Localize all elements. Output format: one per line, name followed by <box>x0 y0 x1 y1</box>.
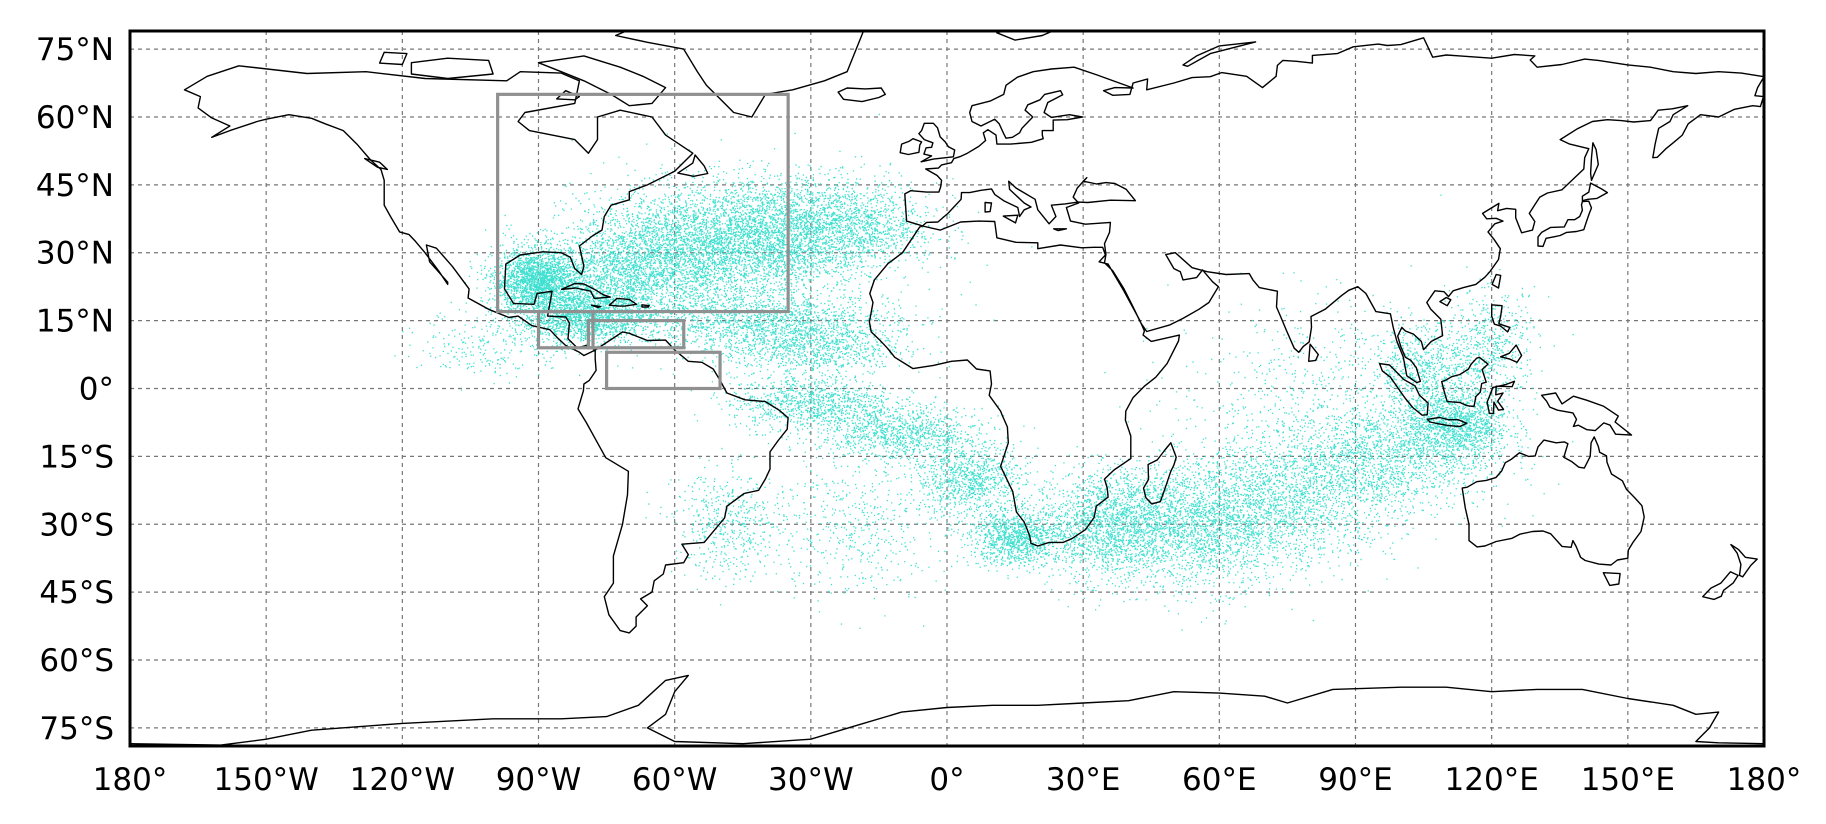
coastline-sri-lanka <box>1307 343 1320 362</box>
coastline-iceland <box>837 87 886 103</box>
latitude-label: 15°N <box>36 304 114 340</box>
coastline-puerto-rico <box>641 304 650 308</box>
longitude-label: 180° <box>1727 762 1802 798</box>
coastline-madagascar <box>1142 442 1177 505</box>
coastline-hokkaido <box>1581 182 1609 202</box>
coastline-mindanao <box>1499 344 1523 363</box>
coastline-britain <box>918 122 956 163</box>
coastlines <box>130 31 1764 746</box>
longitude-label: 0° <box>929 762 964 798</box>
latitude-label: 15°S <box>39 439 114 475</box>
latitude-label: 0° <box>79 372 114 408</box>
latitude-label: 30°N <box>36 236 114 272</box>
region-box-2 <box>536 309 595 350</box>
region-boxes <box>496 92 790 391</box>
coastline-philippines <box>1490 304 1511 333</box>
coastline-novaya-zemlya <box>1182 41 1257 68</box>
longitude-label: 150°W <box>214 762 319 798</box>
coastline-svalbard <box>996 31 1055 41</box>
coastline-hispaniola <box>608 297 638 307</box>
coastline-sardinia <box>984 201 993 213</box>
region-box-3 <box>586 319 686 350</box>
coastline-victoria-island <box>410 57 494 80</box>
coastline-taiwan <box>1491 273 1502 289</box>
longitude-label: 90°W <box>496 762 582 798</box>
coastline-java <box>1426 416 1468 428</box>
coastline-newfoundland <box>677 154 709 178</box>
longitude-label: 120°W <box>350 762 455 798</box>
coastline-vancouver-island <box>364 157 389 171</box>
latitude-label: 45°N <box>36 168 114 204</box>
coastline-new-zealand-north <box>1730 543 1758 578</box>
coastline-borneo <box>1440 356 1489 408</box>
coastline-greenland <box>615 31 865 118</box>
coastline-new-zealand-south <box>1701 571 1739 601</box>
longitude-labels: 180° 150°W 120°W 90°W 60°W 30°W 0° 30°E 60°E 90°E… <box>93 762 1802 798</box>
coastline-north-america <box>183 65 694 357</box>
region-box-1 <box>496 92 790 314</box>
latitude-label: 45°S <box>39 575 114 611</box>
coastline-jamaica <box>590 304 602 309</box>
longitude-label: 90°E <box>1318 762 1393 798</box>
coastline-new-guinea <box>1540 392 1633 436</box>
longitude-label: 60°W <box>632 762 718 798</box>
coastline-hainan <box>1439 296 1452 307</box>
latitude-label: 75°N <box>36 32 114 68</box>
longitude-label: 150°E <box>1581 762 1675 798</box>
latitude-labels: 75°N 60°N 45°N 30°N 15°N 0° 15°S 30°S 45°S 60°S 75… <box>36 32 114 747</box>
coastline-sakhalin <box>1589 142 1600 182</box>
latitude-label: 75°S <box>39 711 114 747</box>
coastline-sicily <box>1002 214 1019 224</box>
coastline-australia <box>1461 436 1645 566</box>
longitude-label: 30°E <box>1046 762 1121 798</box>
longitude-label: 30°W <box>768 762 854 798</box>
latitude-label: 60°S <box>39 643 114 679</box>
latitude-label: 60°N <box>36 100 114 136</box>
coastline-cuba <box>560 282 611 300</box>
longitude-label: 180° <box>93 762 168 798</box>
region-box-4 <box>604 350 722 391</box>
coastline-antarctica <box>130 674 1764 746</box>
coastline-sumatra <box>1378 362 1429 416</box>
coastline-crete <box>1052 228 1068 232</box>
coastline-south-america <box>577 331 789 634</box>
coastline-eurasia-africa <box>868 37 1764 547</box>
coastline-ireland <box>899 137 923 156</box>
longitude-label: 60°E <box>1182 762 1257 798</box>
coastline-tasmania <box>1602 572 1621 587</box>
coastline-baffin-island <box>537 55 667 107</box>
coastline-banks-island <box>378 51 408 66</box>
longitude-label: 120°E <box>1445 762 1539 798</box>
map-frame <box>128 29 1766 748</box>
coastline-sulawesi <box>1486 380 1516 415</box>
latitude-label: 30°S <box>39 507 114 543</box>
coastline-japan <box>1537 200 1593 248</box>
